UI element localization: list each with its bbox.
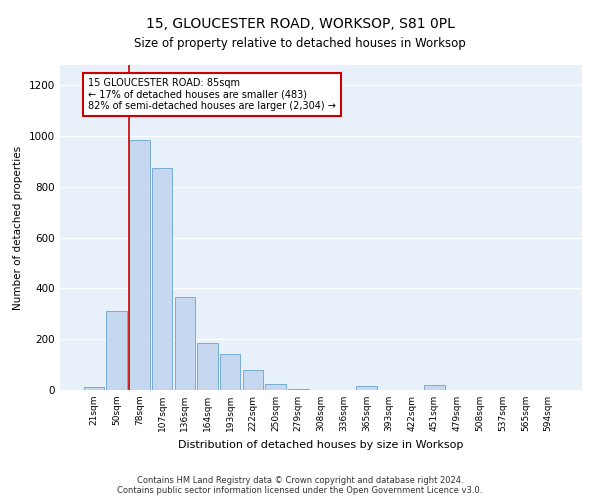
Bar xyxy=(175,298,195,390)
Bar xyxy=(106,312,127,390)
Bar xyxy=(129,140,149,390)
X-axis label: Distribution of detached houses by size in Worksop: Distribution of detached houses by size … xyxy=(178,440,464,450)
Text: Size of property relative to detached houses in Worksop: Size of property relative to detached ho… xyxy=(134,38,466,51)
Bar xyxy=(84,388,104,390)
Bar xyxy=(265,384,286,390)
Y-axis label: Number of detached properties: Number of detached properties xyxy=(13,146,23,310)
Bar xyxy=(242,370,263,390)
Text: Contains HM Land Registry data © Crown copyright and database right 2024.
Contai: Contains HM Land Registry data © Crown c… xyxy=(118,476,482,495)
Text: 15, GLOUCESTER ROAD, WORKSOP, S81 0PL: 15, GLOUCESTER ROAD, WORKSOP, S81 0PL xyxy=(146,18,454,32)
Bar xyxy=(152,168,172,390)
Bar xyxy=(197,343,218,390)
Text: 15 GLOUCESTER ROAD: 85sqm
← 17% of detached houses are smaller (483)
82% of semi: 15 GLOUCESTER ROAD: 85sqm ← 17% of detac… xyxy=(88,78,336,111)
Bar xyxy=(356,386,377,390)
Bar xyxy=(424,385,445,390)
Bar xyxy=(220,354,241,390)
